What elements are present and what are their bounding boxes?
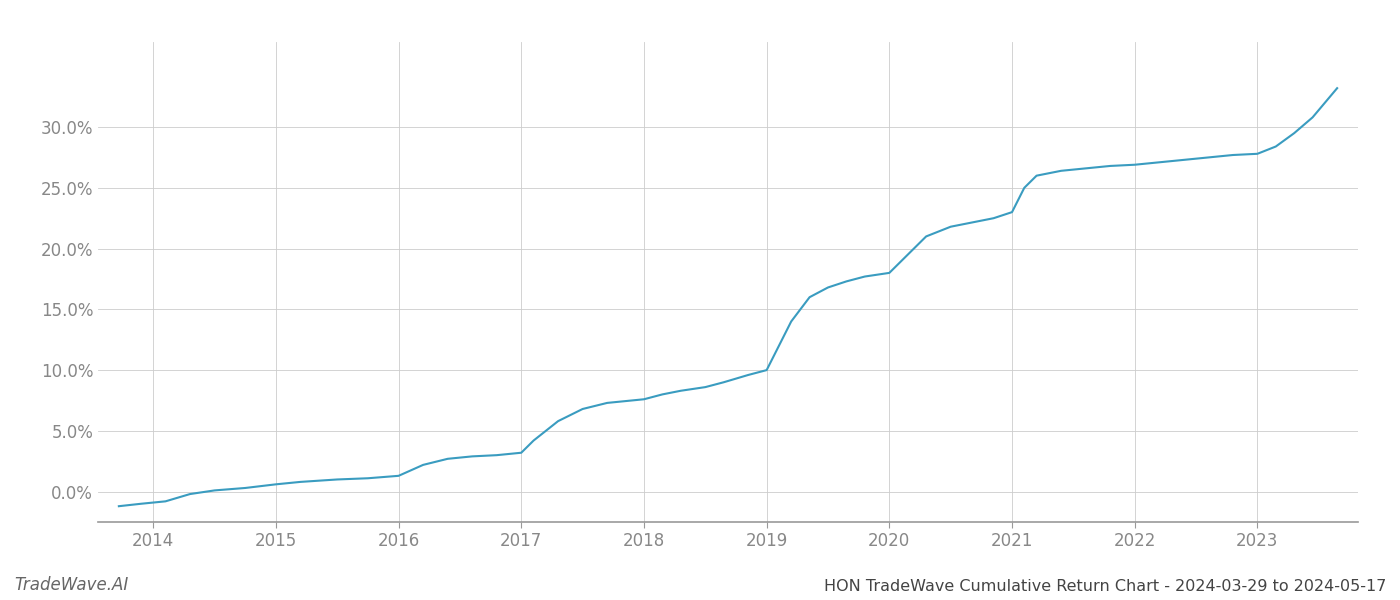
Text: HON TradeWave Cumulative Return Chart - 2024-03-29 to 2024-05-17: HON TradeWave Cumulative Return Chart - … [823, 579, 1386, 594]
Text: TradeWave.AI: TradeWave.AI [14, 576, 129, 594]
